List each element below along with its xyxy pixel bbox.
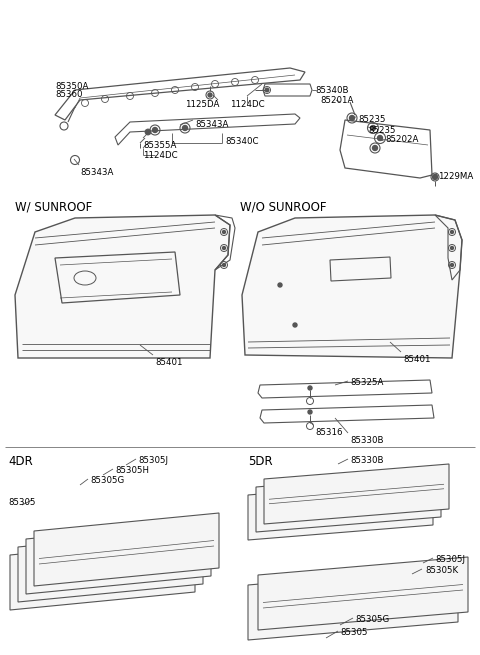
Circle shape xyxy=(208,93,212,97)
Text: 85350A: 85350A xyxy=(55,82,88,91)
Text: 1124DC: 1124DC xyxy=(230,100,264,109)
Circle shape xyxy=(265,88,269,92)
Polygon shape xyxy=(18,529,203,602)
Text: 5DR: 5DR xyxy=(248,455,273,468)
Text: 85305H: 85305H xyxy=(115,466,149,475)
Circle shape xyxy=(451,263,454,267)
Polygon shape xyxy=(264,464,449,524)
Text: 1229MA: 1229MA xyxy=(438,172,473,181)
Text: 85330B: 85330B xyxy=(350,456,384,465)
Polygon shape xyxy=(258,557,468,630)
Text: 85305: 85305 xyxy=(8,498,36,507)
Text: 85305G: 85305G xyxy=(355,615,389,624)
Text: 85330B: 85330B xyxy=(350,436,384,445)
Circle shape xyxy=(223,231,226,233)
Circle shape xyxy=(372,145,377,151)
Polygon shape xyxy=(26,521,211,594)
Polygon shape xyxy=(248,567,458,640)
Circle shape xyxy=(349,115,355,121)
Text: W/ SUNROOF: W/ SUNROOF xyxy=(15,200,92,213)
Polygon shape xyxy=(10,537,195,610)
Polygon shape xyxy=(248,480,433,540)
Polygon shape xyxy=(34,513,219,586)
Text: 85305J: 85305J xyxy=(435,555,465,564)
Text: 85355A: 85355A xyxy=(143,141,176,150)
Text: 85305: 85305 xyxy=(340,628,368,637)
Text: 85305K: 85305K xyxy=(425,566,458,575)
Text: 4DR: 4DR xyxy=(8,455,33,468)
Polygon shape xyxy=(256,472,441,532)
Text: 85343A: 85343A xyxy=(195,120,228,129)
Text: 85202A: 85202A xyxy=(385,135,419,144)
Circle shape xyxy=(377,136,383,141)
Text: 85305J: 85305J xyxy=(138,456,168,465)
Circle shape xyxy=(308,410,312,414)
Text: 85340B: 85340B xyxy=(315,86,348,95)
Text: 85401: 85401 xyxy=(403,355,431,364)
Text: 1125DA: 1125DA xyxy=(185,100,219,109)
Circle shape xyxy=(278,283,282,287)
Circle shape xyxy=(451,231,454,233)
Text: 1124DC: 1124DC xyxy=(143,151,178,160)
Text: 85235: 85235 xyxy=(358,115,385,124)
Text: 85316: 85316 xyxy=(315,428,343,437)
Text: W/O SUNROOF: W/O SUNROOF xyxy=(240,200,326,213)
Text: 85340C: 85340C xyxy=(225,137,259,146)
Circle shape xyxy=(223,263,226,267)
Circle shape xyxy=(451,246,454,250)
Text: 85325A: 85325A xyxy=(350,378,384,387)
Circle shape xyxy=(182,126,188,130)
Text: 85305G: 85305G xyxy=(90,476,124,485)
Circle shape xyxy=(432,174,437,179)
Text: 85360: 85360 xyxy=(55,90,83,99)
Circle shape xyxy=(145,129,151,135)
Circle shape xyxy=(153,128,157,132)
Circle shape xyxy=(308,386,312,390)
Circle shape xyxy=(293,323,297,327)
Circle shape xyxy=(371,126,375,130)
Polygon shape xyxy=(242,215,462,358)
Text: 85401: 85401 xyxy=(155,358,182,367)
Text: 85343A: 85343A xyxy=(80,168,113,177)
Circle shape xyxy=(223,246,226,250)
Text: 85235: 85235 xyxy=(368,126,396,135)
Polygon shape xyxy=(15,215,230,358)
Text: 85201A: 85201A xyxy=(320,96,353,105)
